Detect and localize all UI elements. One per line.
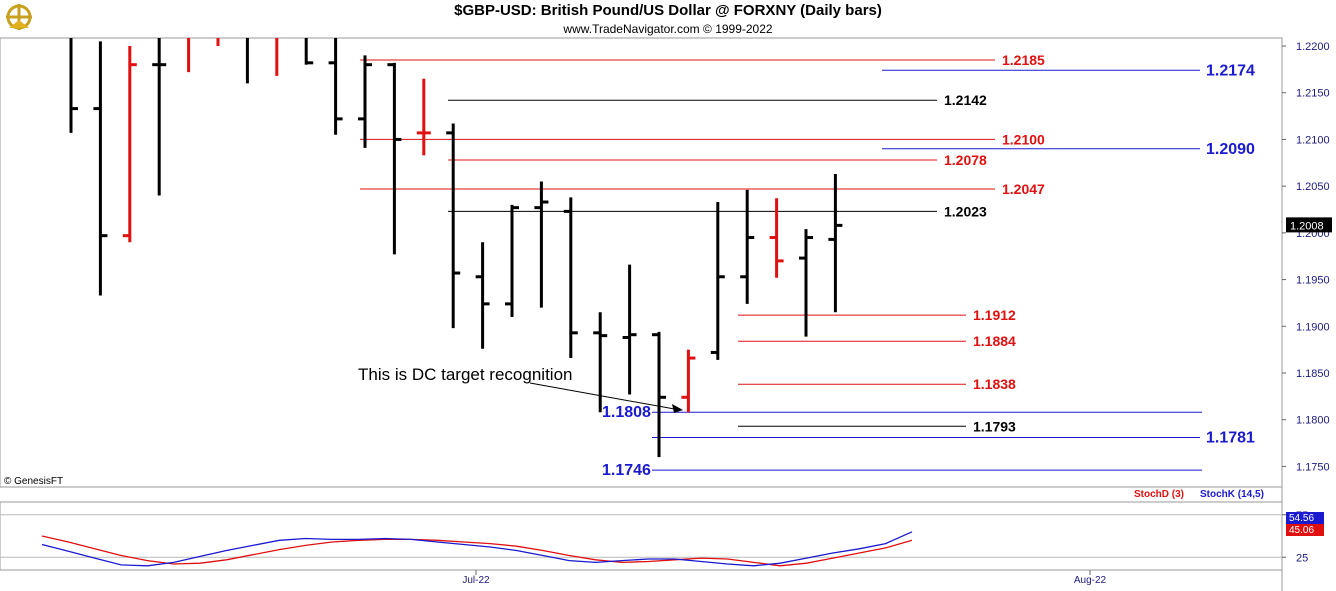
stoch-last-value-tag [1286,512,1324,524]
ohlc-bar [358,55,372,148]
annotation-text: This is DC target recognition [358,365,572,384]
price-tick-label: 1.1900 [1296,321,1330,333]
level-label: 1.1838 [973,376,1016,392]
level-label: 1.2078 [944,152,987,168]
level-label: 1.2047 [1002,181,1045,197]
stoch-last-value-label: 54.56 [1289,513,1314,524]
level-label: 1.2174 [1206,62,1255,79]
ohlc-bar [505,204,519,317]
chart-title: $GBP-USD: British Pound/US Dollar @ FORX… [454,2,882,19]
ohlc-bar [446,123,461,329]
price-tick-label: 1.1800 [1296,415,1330,427]
ohlc-bar [593,312,608,413]
copyright-label: © GenesisFT [4,476,63,487]
level-label: 1.2023 [944,203,987,219]
level-label: 1.2090 [1206,141,1255,158]
time-tick-label: Aug-22 [1074,575,1107,586]
stoch-tick-label: 25 [1296,552,1308,564]
price-tick-label: 1.2050 [1296,181,1330,193]
last-price-tag [1286,217,1332,233]
ohlc-bar [563,197,578,359]
stoch-last-value-label: 45.06 [1289,525,1314,536]
price-tick-label: 1.2150 [1296,88,1330,100]
price-tick-label: 1.2100 [1296,134,1330,146]
level-label: 1.1746 [602,462,651,479]
stoch-legend-k: StochK (14,5) [1200,489,1264,500]
level-label: 1.1912 [973,307,1016,323]
ohlc-bar [93,41,108,296]
ohlc-bar [122,46,137,243]
price-tick-label: 1.1850 [1296,368,1330,380]
price-tick-label: 1.2200 [1296,41,1330,53]
ohlc-bar [304,38,314,65]
price-tick-label: 1.1950 [1296,275,1330,287]
stoch-legend-d: StochD (3) [1134,489,1184,500]
level-label: 1.2100 [1002,131,1045,147]
level-label: 1.1808 [602,404,651,421]
level-label: 1.1884 [973,333,1016,349]
chart-subtitle: www.TradeNavigator.com © 1999-2022 [563,22,773,36]
ohlc-bar [769,198,784,278]
stoch-series-line [41,535,913,567]
ohlc-bar [387,62,402,255]
ohlc-bar [328,38,343,135]
ohlc-bar [416,78,431,156]
last-price-label: 1.2008 [1290,220,1324,232]
level-label: 1.1781 [1206,429,1255,446]
ohlc-bar [681,349,696,413]
ohlc-bar [622,264,637,395]
ohlc-bar [799,229,813,337]
ohlc-bar [828,173,843,313]
trade-navigator-logo-icon [4,2,34,32]
annotation-arrowhead [672,404,683,413]
ohlc-bar [740,189,755,304]
time-tick-label: Jul-22 [462,575,490,586]
ohlc-bar [69,38,78,133]
annotation-arrow [529,382,681,411]
ohlc-bar [152,38,167,196]
stoch-series-line [41,531,913,567]
level-label: 1.2142 [944,92,987,108]
price-tick-label: 1.1750 [1296,461,1330,473]
ohlc-bar [534,181,549,308]
ohlc-bar [710,202,725,360]
level-label: 1.2185 [1002,52,1045,68]
stoch-last-value-tag [1286,524,1324,536]
level-label: 1.1793 [973,418,1016,434]
ohlc-bar [475,242,490,349]
ohlc-bar [652,331,666,458]
